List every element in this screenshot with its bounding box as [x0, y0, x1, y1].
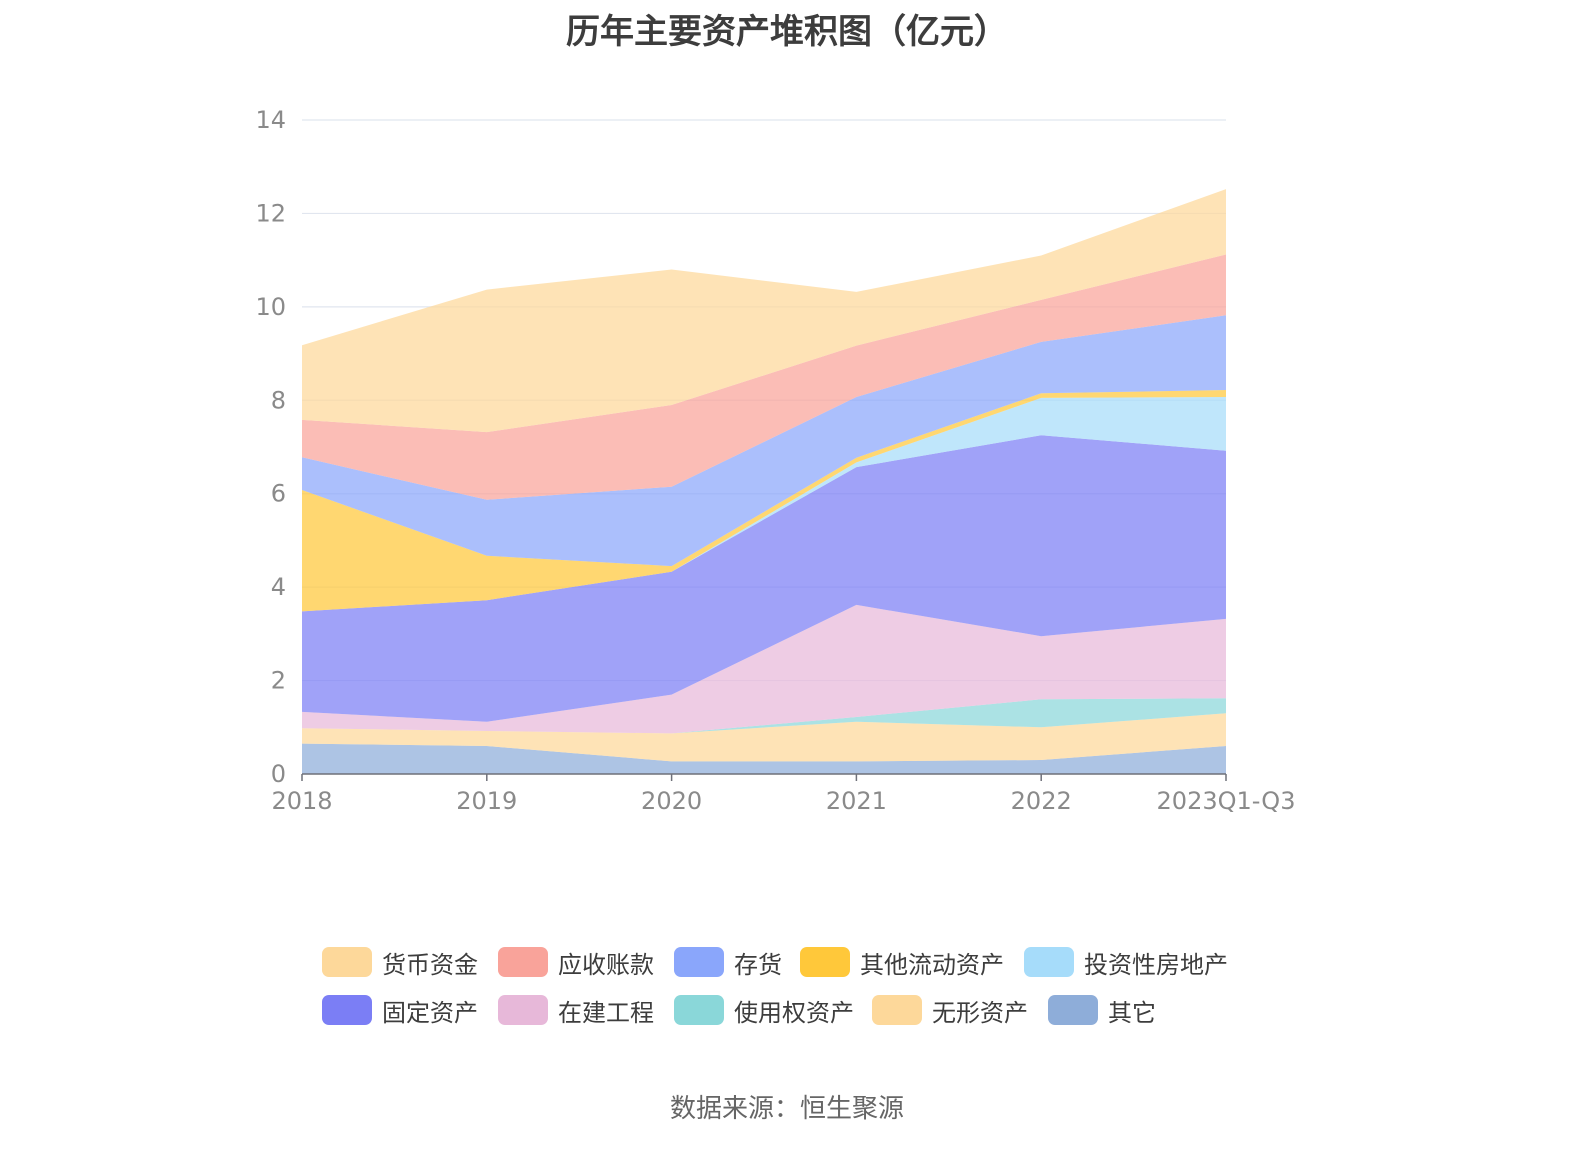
- legend-swatch: [674, 995, 724, 1025]
- legend-swatch: [322, 995, 372, 1025]
- legend-swatch: [498, 947, 548, 977]
- legend-swatch: [872, 995, 922, 1025]
- legend-label: 应收账款: [558, 950, 654, 979]
- legend-item[interactable]: 投资性房地产: [1024, 942, 1228, 982]
- area-series-其它[interactable]: [302, 743, 1226, 774]
- y-tick-label: 10: [255, 293, 286, 321]
- area-series-应收账款[interactable]: [302, 254, 1226, 500]
- legend-swatch: [322, 947, 372, 977]
- area-series-货币资金[interactable]: [302, 189, 1226, 433]
- area-series-使用权资产[interactable]: [302, 698, 1226, 734]
- area-series-无形资产[interactable]: [302, 713, 1226, 762]
- legend-swatch: [1048, 995, 1098, 1025]
- area-series: [302, 189, 1226, 774]
- legend-item[interactable]: 应收账款: [498, 942, 654, 982]
- area-series-在建工程[interactable]: [302, 604, 1226, 734]
- legend-item[interactable]: 在建工程: [498, 990, 654, 1030]
- legend-swatch: [498, 995, 548, 1025]
- legend-swatch: [1024, 947, 1074, 977]
- y-tick-label: 12: [255, 199, 286, 227]
- legend-label: 货币资金: [382, 950, 478, 979]
- y-tick-label: 14: [255, 106, 286, 134]
- x-tick-label: 2023Q1-Q3: [1157, 787, 1296, 815]
- legend-item[interactable]: 货币资金: [322, 942, 478, 982]
- legend-label: 其它: [1108, 998, 1156, 1027]
- area-series-固定资产[interactable]: [302, 435, 1226, 722]
- y-tick-label: 4: [271, 573, 286, 601]
- area-series-存货[interactable]: [302, 315, 1226, 567]
- x-tick-label: 2018: [271, 787, 332, 815]
- source-note: 数据来源：恒生聚源: [669, 1094, 904, 1124]
- y-tick-label: 8: [271, 386, 286, 414]
- y-tick-label: 2: [271, 667, 286, 695]
- axes: 0 2 4 6 8 10 12 14 2018 2019 2020 2021 2022 2023Q1-Q3: [255, 106, 1295, 815]
- legend-item[interactable]: 其它: [1048, 990, 1156, 1030]
- legend-item[interactable]: 存货: [674, 942, 782, 982]
- area-series-其他流动资产[interactable]: [302, 390, 1226, 612]
- x-tick-label: 2021: [826, 787, 887, 815]
- legend-label: 在建工程: [558, 998, 654, 1027]
- y-tick-label: 0: [271, 760, 286, 788]
- chart-title: 历年主要资产堆积图（亿元）: [566, 12, 1008, 52]
- legend-swatch: [674, 947, 724, 977]
- x-tick-label: 2019: [456, 787, 517, 815]
- legend-label: 无形资产: [932, 998, 1028, 1027]
- legend-item[interactable]: 其他流动资产: [800, 942, 1004, 982]
- legend-label: 其他流动资产: [860, 950, 1004, 979]
- x-tick-label: 2020: [641, 787, 702, 815]
- y-tick-label: 6: [271, 480, 286, 508]
- legend-label: 使用权资产: [734, 998, 854, 1027]
- legend-label: 固定资产: [382, 998, 478, 1027]
- legend-item[interactable]: 固定资产: [322, 990, 478, 1030]
- legend-swatch: [800, 947, 850, 977]
- area-series-投资性房地产[interactable]: [302, 397, 1226, 612]
- legend-label: 存货: [734, 950, 782, 979]
- legend-label: 投资性房地产: [1084, 950, 1228, 979]
- legend-item[interactable]: 无形资产: [872, 990, 1028, 1030]
- x-tick-label: 2022: [1011, 787, 1072, 815]
- legend-item[interactable]: 使用权资产: [674, 990, 854, 1030]
